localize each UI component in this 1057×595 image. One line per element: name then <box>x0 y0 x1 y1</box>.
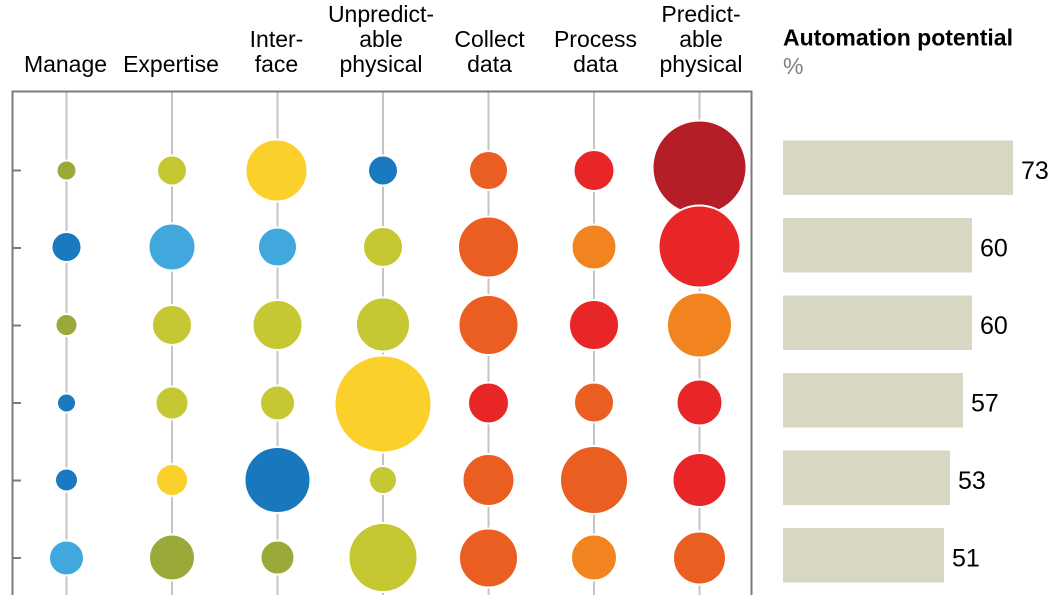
svg-text:Process: Process <box>554 26 637 52</box>
svg-text:60: 60 <box>980 235 1008 263</box>
svg-text:Predict-: Predict- <box>661 1 740 27</box>
svg-text:51: 51 <box>952 545 980 573</box>
svg-text:physical: physical <box>659 51 742 77</box>
svg-text:Inter-: Inter- <box>250 26 304 52</box>
svg-text:data: data <box>573 51 618 77</box>
svg-text:53: 53 <box>958 467 986 495</box>
svg-text:Automation potential: Automation potential <box>783 25 1013 51</box>
svg-text:able: able <box>359 26 402 52</box>
svg-text:Collect: Collect <box>454 26 525 52</box>
svg-text:able: able <box>679 26 722 52</box>
svg-text:Expertise: Expertise <box>123 51 219 77</box>
svg-text:physical: physical <box>339 51 422 77</box>
svg-text:73: 73 <box>1021 157 1049 185</box>
svg-text:60: 60 <box>980 312 1008 340</box>
svg-text:face: face <box>255 51 298 77</box>
svg-text:Manage: Manage <box>24 51 107 77</box>
svg-text:57: 57 <box>971 390 999 418</box>
svg-text:Unpredict-: Unpredict- <box>328 1 434 27</box>
svg-text:%: % <box>783 53 803 79</box>
svg-text:data: data <box>467 51 512 77</box>
